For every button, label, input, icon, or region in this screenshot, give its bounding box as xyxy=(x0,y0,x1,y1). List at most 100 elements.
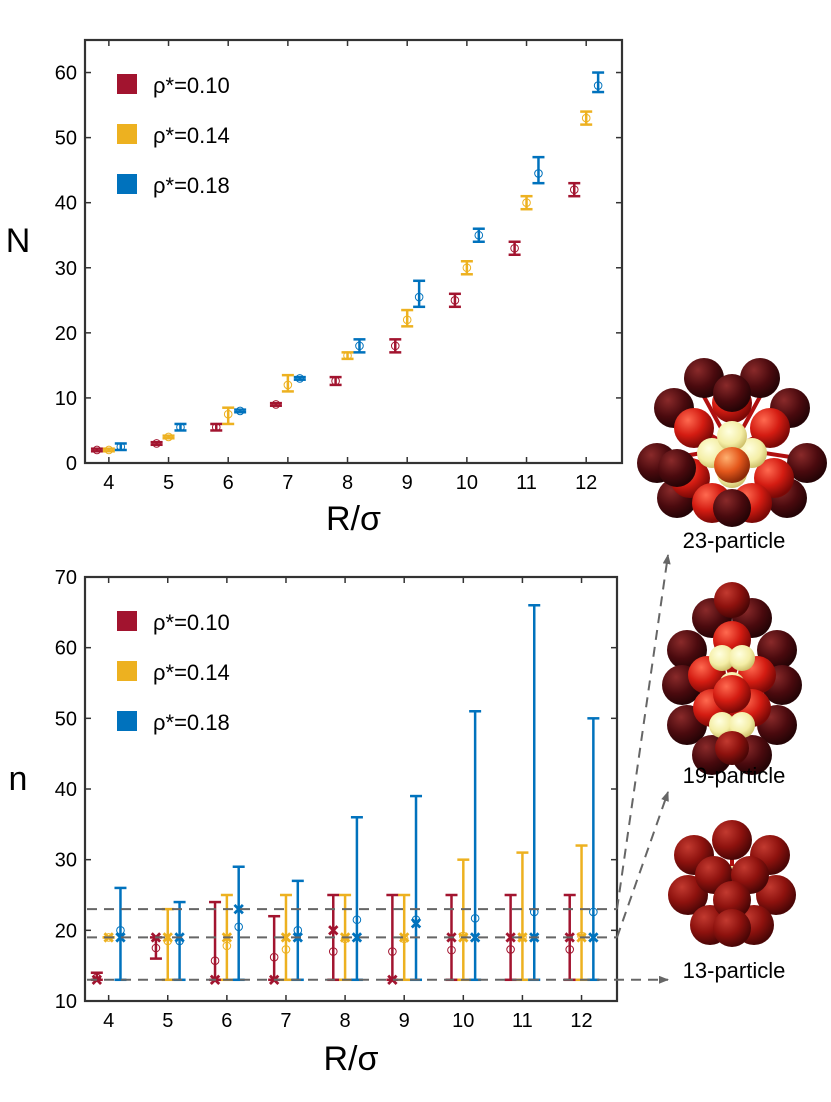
plot-frame xyxy=(83,38,624,465)
mode-point xyxy=(115,932,126,943)
x-tick-label: 5 xyxy=(162,1010,173,1032)
mean-point xyxy=(211,422,221,432)
x-tick-label: 11 xyxy=(512,1010,533,1032)
legend-swatch xyxy=(117,124,137,144)
cluster-label-13: 13-particle xyxy=(683,958,786,983)
mean-point xyxy=(352,915,362,925)
mean-point xyxy=(116,442,126,452)
y-tick-label: 10 xyxy=(55,388,77,410)
x-tick-label: 8 xyxy=(342,472,353,494)
legend-swatch xyxy=(117,711,137,731)
particle-sphere xyxy=(674,408,714,448)
mean-point xyxy=(116,926,125,935)
particle-sphere xyxy=(787,443,827,483)
y-tick-label: 70 xyxy=(55,567,77,589)
y-tick-label: 60 xyxy=(55,638,77,660)
cluster-23-image xyxy=(637,358,827,527)
mode-point xyxy=(328,925,339,936)
x-tick-label: 12 xyxy=(575,472,597,494)
mean-point xyxy=(235,406,245,416)
particle-sphere xyxy=(712,820,752,860)
mean-point xyxy=(343,351,352,360)
mean-point xyxy=(506,945,515,954)
mode-point xyxy=(517,932,528,943)
mean-point xyxy=(234,922,243,932)
mode-point xyxy=(410,918,422,929)
particle-sphere xyxy=(750,408,790,448)
y-axis-label: n xyxy=(9,760,28,798)
y-axis-label: N xyxy=(6,222,31,260)
y-tick-label: 0 xyxy=(66,453,77,475)
mean-point xyxy=(295,374,305,383)
legend-swatch xyxy=(117,174,137,194)
mean-point xyxy=(390,341,400,351)
x-tick-label: 10 xyxy=(456,472,478,494)
mean-point xyxy=(569,185,579,194)
y-tick-label: 50 xyxy=(55,128,77,150)
legend-label: ρ*=0.10 xyxy=(153,73,230,98)
legend-swatch xyxy=(117,661,137,681)
y-tick-label: 40 xyxy=(55,193,77,215)
x-tick-label: 9 xyxy=(399,1010,410,1032)
x-tick-label: 4 xyxy=(103,472,114,494)
particle-sphere xyxy=(713,675,751,713)
x-tick-label: 4 xyxy=(103,1010,114,1032)
x-axis-label: R/σ xyxy=(324,1040,379,1078)
mode-point xyxy=(469,932,481,943)
mean-point xyxy=(450,296,460,305)
mean-point xyxy=(593,81,603,90)
cluster-label-23: 23-particle xyxy=(683,528,786,553)
x-tick-label: 12 xyxy=(570,1010,592,1032)
reference-arrow-19 xyxy=(616,791,669,938)
mean-point xyxy=(355,341,364,351)
y-tick-label: 40 xyxy=(55,779,77,801)
legend-swatch xyxy=(117,611,137,631)
legend-label: ρ*=0.14 xyxy=(153,123,230,148)
mean-point xyxy=(462,263,472,273)
y-tick-label: 10 xyxy=(55,991,77,1013)
mean-point xyxy=(565,945,575,954)
mean-point xyxy=(283,380,293,390)
particle-sphere xyxy=(713,374,751,412)
mean-point xyxy=(522,198,531,207)
mean-point xyxy=(414,292,424,302)
mode-point xyxy=(399,932,410,943)
reference-lines xyxy=(87,554,671,984)
particle-sphere xyxy=(709,645,735,671)
mean-point xyxy=(447,945,456,955)
particle-sphere xyxy=(713,881,751,919)
mean-point xyxy=(399,934,409,944)
series-2 xyxy=(114,71,605,452)
x-tick-label: 8 xyxy=(340,1010,351,1032)
mean-point xyxy=(510,243,519,253)
mean-point xyxy=(474,230,484,240)
y-tick-label: 30 xyxy=(55,258,77,280)
mean-point xyxy=(164,432,173,442)
mean-point xyxy=(328,947,338,956)
x-tick-label: 6 xyxy=(223,472,234,494)
particle-sphere xyxy=(715,731,749,765)
mean-point xyxy=(340,934,350,944)
mean-point xyxy=(152,439,161,448)
mode-point xyxy=(588,932,599,943)
legend-swatch xyxy=(117,74,137,94)
legend-label: ρ*=0.18 xyxy=(153,173,230,198)
mode-point xyxy=(387,974,398,985)
y-tick-label: 30 xyxy=(55,850,77,872)
bottom-panel: 4 5 6 7 8 9 10 11 12 10 20 30 40 50 60 70 R/σ n ρ*=0.10 ρ*=… xyxy=(9,567,619,1078)
x-tick-label: 9 xyxy=(402,472,413,494)
mean-point xyxy=(534,169,543,178)
y-tick-label: 50 xyxy=(55,708,77,730)
series-1 xyxy=(102,110,593,455)
mean-point xyxy=(269,952,279,962)
mean-point xyxy=(470,914,480,923)
mean-point xyxy=(402,315,412,325)
x-tick-label: 7 xyxy=(280,1010,291,1032)
cluster-13-image xyxy=(668,820,796,947)
mode-point xyxy=(280,932,292,943)
x-tick-label: 10 xyxy=(452,1010,474,1032)
x-tick-label: 6 xyxy=(221,1010,232,1032)
mean-point xyxy=(581,113,591,123)
mode-point xyxy=(162,932,173,943)
